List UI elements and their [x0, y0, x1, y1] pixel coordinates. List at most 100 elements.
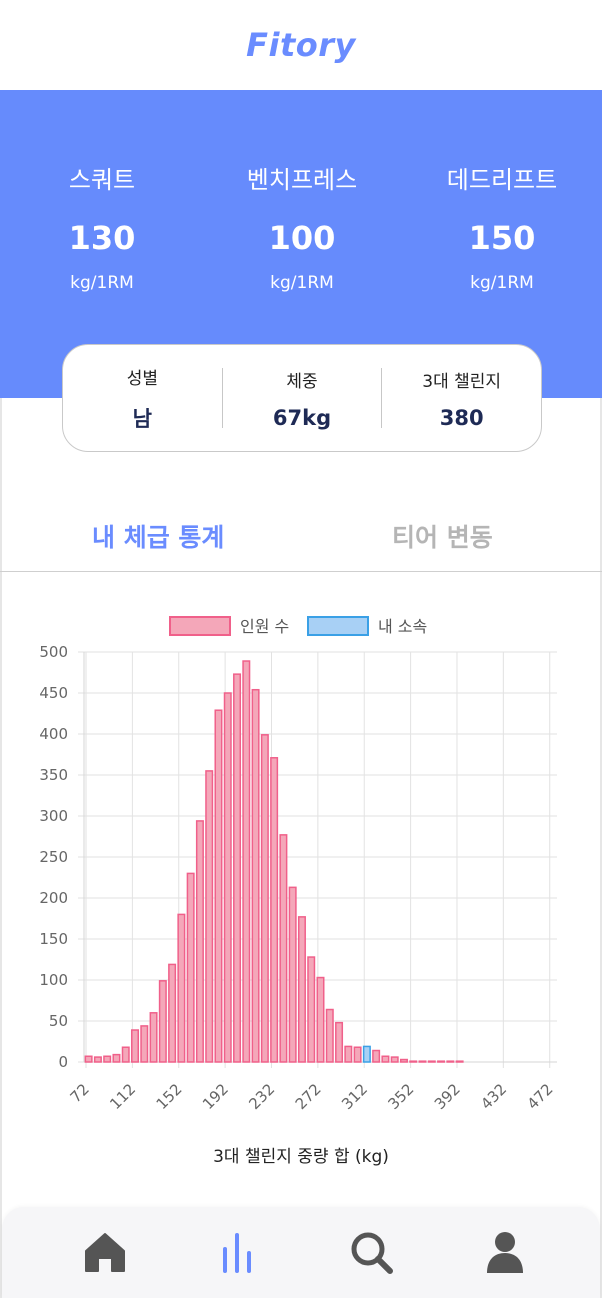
bar	[390, 1056, 399, 1063]
x-tick-label: 232	[245, 1080, 278, 1113]
bar	[112, 1053, 121, 1063]
y-tick-label: 300	[39, 807, 68, 825]
total-info: 3대 챌린지 380	[382, 367, 541, 430]
bar	[381, 1055, 390, 1063]
bar	[251, 688, 260, 1063]
lift-name: 스쿼트	[68, 166, 136, 194]
bar	[214, 709, 223, 1063]
bar	[409, 1060, 418, 1063]
bar	[260, 734, 269, 1063]
lift-squat: 스쿼트 130 kg/1RM	[2, 160, 202, 293]
weight-label: 체중	[286, 371, 318, 392]
x-axis-title: 3대 챌린지 중량 합 (kg)	[213, 1147, 389, 1167]
nav-search[interactable]	[346, 1227, 396, 1277]
bar	[103, 1055, 112, 1063]
gender-label: 성별	[126, 368, 158, 389]
bar	[353, 1046, 362, 1063]
x-tick-label: 192	[199, 1080, 232, 1113]
bar	[233, 673, 242, 1063]
bar	[335, 1021, 344, 1063]
x-tick-label: 272	[292, 1080, 325, 1113]
search-icon	[351, 1232, 393, 1274]
x-tick-label: 312	[338, 1080, 371, 1113]
bar	[177, 913, 186, 1063]
stats-tabs: 내 체급 통계 티어 변동	[0, 500, 602, 572]
lift-value: 130	[68, 219, 136, 257]
gender-info: 성별 남	[63, 364, 222, 433]
x-tick-label: 392	[431, 1080, 464, 1113]
chart-svg: 0 50 100 150 200 250 300 350 400 450 500 72 112 152 19…	[39, 616, 557, 1167]
y-tick-label: 400	[39, 725, 68, 743]
bar	[325, 1008, 334, 1063]
bar	[344, 1045, 353, 1063]
bar	[455, 1060, 464, 1063]
x-tick-label: 352	[384, 1080, 417, 1113]
bar	[418, 1060, 427, 1063]
legend-label: 인원 수	[240, 617, 289, 636]
distribution-chart: 0 50 100 150 200 250 300 350 400 450 500 72 112 152 19…	[0, 600, 602, 1200]
bar	[427, 1060, 436, 1063]
nav-home[interactable]	[80, 1227, 130, 1277]
legend-label: 내 소속	[378, 617, 427, 636]
divider	[381, 368, 383, 428]
divider	[221, 368, 223, 428]
legend-swatch	[307, 616, 369, 636]
tab-my-weight-class[interactable]: 내 체급 통계	[92, 523, 225, 552]
lift-name: 벤치프레스	[246, 166, 358, 194]
bar	[205, 770, 214, 1063]
bar	[242, 660, 251, 1063]
weight-info: 체중 67kg	[223, 367, 382, 430]
bar	[307, 956, 316, 1063]
stats-icon	[223, 1233, 251, 1273]
legend-swatch	[169, 616, 231, 636]
bar	[195, 820, 204, 1063]
home-icon	[85, 1233, 125, 1272]
bar	[270, 757, 279, 1063]
bar	[297, 916, 306, 1063]
bar	[158, 980, 167, 1063]
y-tick-label: 350	[39, 766, 68, 784]
total-value: 380	[439, 405, 484, 430]
bar	[223, 692, 232, 1063]
lift-unit: kg/1RM	[270, 273, 334, 293]
app-header: Fitory	[0, 0, 602, 90]
app-logo: Fitory	[246, 26, 356, 64]
y-tick-label: 100	[39, 971, 68, 989]
nav-profile[interactable]	[480, 1227, 530, 1277]
bar	[84, 1055, 93, 1063]
user-icon	[487, 1232, 523, 1273]
gender-value: 남	[132, 406, 152, 431]
bar	[131, 1029, 140, 1063]
x-tick-label: 432	[477, 1080, 510, 1113]
x-tick-label: 152	[153, 1080, 186, 1113]
profile-card: 성별 남 체중 67kg 3대 챌린지 380	[62, 344, 542, 452]
lift-unit: kg/1RM	[70, 273, 134, 293]
lift-value: 150	[468, 219, 536, 257]
bar-my-group	[362, 1045, 371, 1063]
lift-unit: kg/1RM	[470, 273, 534, 293]
nav-stats[interactable]	[212, 1227, 262, 1277]
y-tick-label: 200	[39, 889, 68, 907]
y-tick-label: 150	[39, 930, 68, 948]
bar	[140, 1025, 149, 1063]
lift-name: 데드리프트	[446, 166, 558, 194]
bar	[437, 1060, 446, 1063]
y-tick-label: 50	[49, 1012, 68, 1030]
lift-value: 100	[268, 219, 336, 257]
bar	[446, 1060, 455, 1063]
x-tick-label: 112	[106, 1080, 139, 1113]
bar	[168, 963, 177, 1063]
bar	[121, 1046, 130, 1063]
bar	[316, 976, 325, 1063]
tab-tier-change[interactable]: 티어 변동	[392, 523, 493, 552]
bar	[93, 1056, 102, 1063]
bar	[372, 1049, 381, 1063]
y-tick-label: 450	[39, 684, 68, 702]
bar	[186, 872, 195, 1063]
lift-bench: 벤치프레스 100 kg/1RM	[202, 160, 402, 293]
y-tick-label: 0	[58, 1053, 68, 1071]
bar	[149, 1012, 158, 1063]
total-label: 3대 챌린지	[422, 371, 502, 392]
bar	[279, 834, 288, 1063]
